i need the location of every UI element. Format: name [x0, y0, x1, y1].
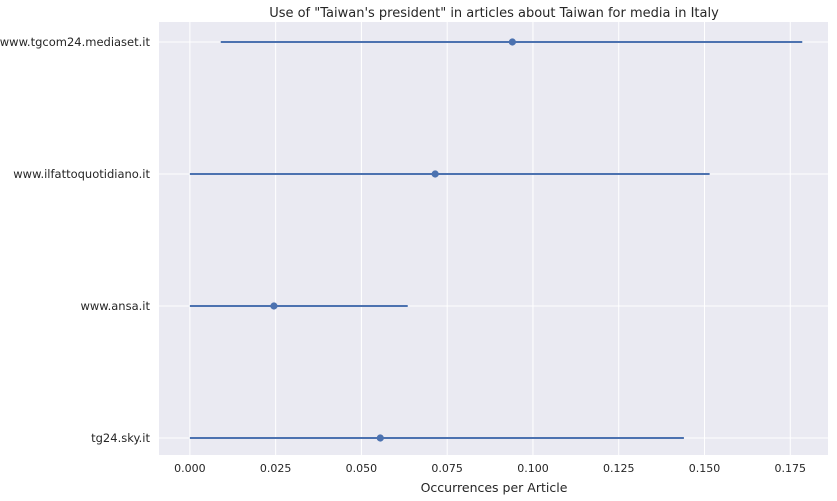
x-axis-label: Occurrences per Article	[421, 480, 568, 495]
x-tick-label: 0.050	[346, 462, 378, 475]
x-tick-label: 0.100	[517, 462, 549, 475]
x-tick-label: 0.075	[431, 462, 463, 475]
tick-labels: 0.000 0.025 0.050 0.075 0.100 0.125 0.150 0.175…	[0, 35, 806, 475]
x-tick-label: 0.000	[174, 462, 206, 475]
y-tick-label: www.tgcom24.mediaset.it	[0, 35, 150, 49]
x-tick-label: 0.025	[260, 462, 292, 475]
chart-marks	[189, 38, 803, 442]
chart-title: Use of "Taiwan's president" in articles …	[269, 6, 719, 21]
x-tick-label: 0.150	[689, 462, 721, 475]
y-tick-label: tg24.sky.it	[91, 431, 150, 445]
plot-background	[159, 22, 828, 455]
point-estimate	[270, 302, 278, 310]
x-tick-label: 0.175	[775, 462, 807, 475]
x-tick-label: 0.125	[603, 462, 635, 475]
y-tick-label: www.ilfattoquotidiano.it	[13, 167, 150, 181]
point-estimate	[431, 170, 439, 178]
point-estimate	[376, 434, 384, 442]
point-estimate	[508, 38, 516, 46]
y-tick-label: www.ansa.it	[80, 299, 150, 313]
